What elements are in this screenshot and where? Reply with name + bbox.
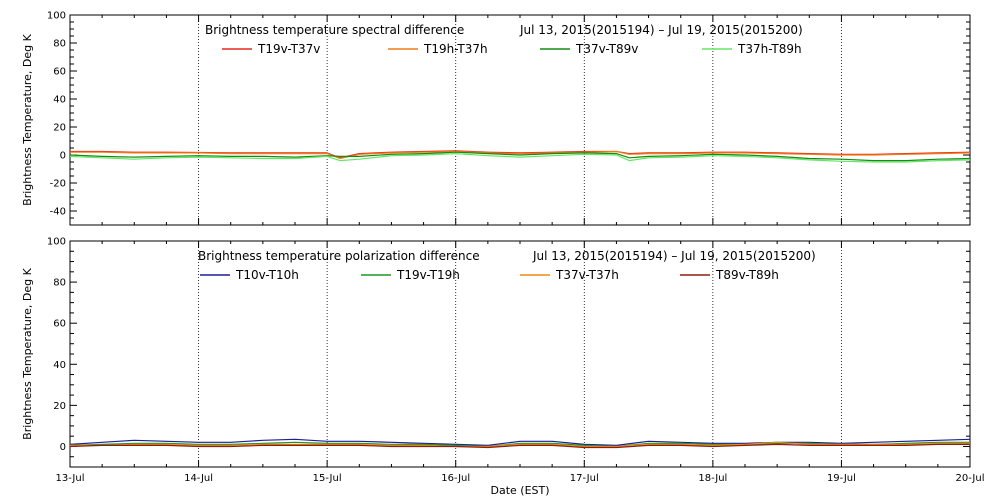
chart-title: Brightness temperature spectral differen… — [205, 23, 464, 37]
series-line-t37h-t89h — [69, 153, 971, 163]
chart-date-range: Jul 13, 2015(2015194) – Jul 19, 2015(201… — [532, 249, 816, 263]
chart-title: Brightness temperature polarization diff… — [198, 249, 480, 263]
date-axis: 13-Jul 14-Jul 15-Jul 16-Jul 17-Jul 18-Jul 19-J… — [56, 473, 985, 484]
legend-entry-label: T37h-T89h — [737, 42, 802, 56]
series-line-t89v-t89h — [69, 443, 970, 449]
y-tick-label: -20 — [50, 179, 66, 190]
x-tick-label: 13-Jul — [56, 473, 85, 484]
legend-entry-label: T89v-T89h — [715, 268, 779, 282]
series-line-t10v-t10h — [69, 438, 971, 446]
y-tick-label: 20 — [53, 401, 66, 412]
y-tick-label: 100 — [47, 237, 66, 248]
y-tick-label: 0 — [60, 442, 66, 453]
series-line-t19v-t37v — [70, 150, 971, 159]
polarization-difference-panel: 0 20 40 60 80 100 Brightness Temperature, Deg … — [21, 237, 971, 468]
legend-entry-label: T19v-T37v — [257, 42, 320, 56]
y-tick-label: 40 — [53, 360, 66, 371]
y-axis-label: Brightness Temperature, Deg K — [21, 33, 34, 205]
y-tick-label: 60 — [53, 319, 66, 330]
legend-entry-label: T10v-T10h — [235, 268, 299, 282]
y-tick-label: -40 — [50, 207, 66, 218]
series-line-t19v-t19h — [69, 441, 970, 448]
x-tick-label: 14-Jul — [184, 473, 213, 484]
x-axis-label: Date (EST) — [490, 484, 549, 497]
y-tick-label: 80 — [53, 39, 66, 50]
plot-frame — [69, 14, 971, 226]
spectral-difference-panel: -40 -20 0 20 40 60 80 100 Brightness Temperature… — [21, 11, 971, 226]
y-tick-label: 20 — [53, 123, 66, 134]
x-tick-label: 19-Jul — [827, 473, 856, 484]
legend-entry-label: T37v-T89v — [575, 42, 638, 56]
y-axis-label: Brightness Temperature, Deg K — [21, 267, 34, 439]
x-tick-label: 16-Jul — [441, 473, 470, 484]
x-tick-label: 20-Jul — [956, 473, 985, 484]
y-tick-label: 60 — [53, 67, 66, 78]
y-tick-label: 40 — [53, 95, 66, 106]
series-line-t37v-t37h — [70, 441, 970, 448]
y-tick-label: 80 — [53, 278, 66, 289]
legend-entry-label: T37v-T37h — [555, 268, 619, 282]
legend-entry-label: T19v-T19h — [396, 268, 460, 282]
y-tick-label: 100 — [47, 11, 66, 22]
x-tick-label: 17-Jul — [570, 473, 599, 484]
x-tick-label: 15-Jul — [313, 473, 342, 484]
y-tick-label: 0 — [60, 151, 66, 162]
chart-date-range: Jul 13, 2015(2015194) – Jul 19, 2015(201… — [519, 23, 803, 37]
x-tick-label: 18-Jul — [698, 473, 727, 484]
series-line-t19h-t37h — [70, 150, 971, 160]
series-line-t37v-t89v — [69, 151, 971, 162]
legend-entry-label: T19h-T37h — [423, 42, 488, 56]
